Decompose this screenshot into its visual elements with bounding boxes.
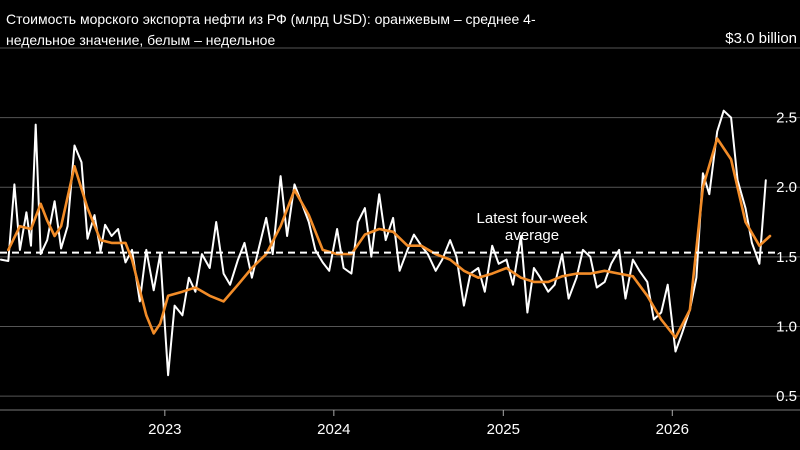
annotation-line-2: average	[505, 227, 559, 244]
y-tick-label: 1.5	[776, 249, 797, 266]
x-tick-label: 2024	[317, 421, 350, 438]
x-tick-label: 2023	[148, 421, 181, 438]
x-tick-label: 2025	[487, 421, 520, 438]
y-tick-label: 2.0	[776, 179, 797, 196]
x-tick-label: 2026	[656, 421, 689, 438]
y-unit-label: $3.0 billion	[725, 30, 797, 47]
four-week-average-line	[7, 137, 772, 339]
y-tick-label: 1.0	[776, 318, 797, 335]
y-tick-label: 0.5	[776, 388, 797, 405]
chart-title: Стоимость морского экспорта нефти из РФ …	[6, 11, 536, 48]
weekly-series-line	[0, 109, 767, 377]
annotation-line-1: Latest four-week	[477, 210, 588, 227]
y-tick-label: 2.5	[776, 110, 797, 127]
